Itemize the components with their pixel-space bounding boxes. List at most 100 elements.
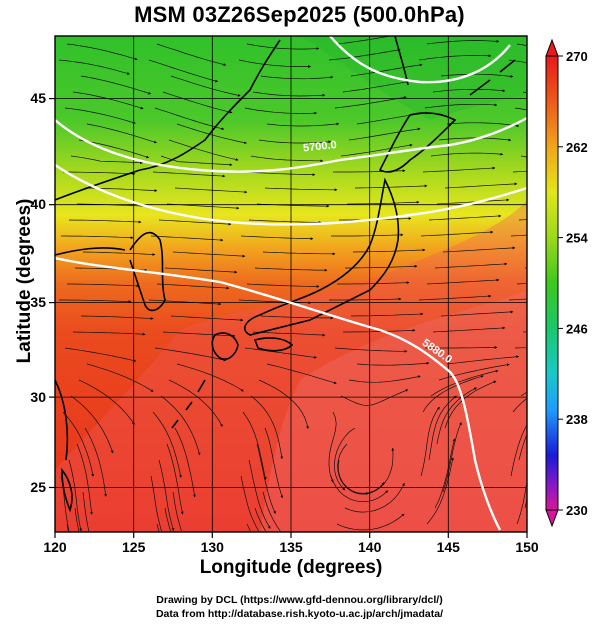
wind-streamline [344, 482, 405, 513]
wind-streamline [512, 397, 527, 413]
wind-streamline [240, 235, 314, 241]
wind-streamline [260, 315, 334, 320]
x-tick-label: 140 [358, 539, 382, 555]
wind-streamline [516, 480, 527, 525]
wind-streamline [510, 424, 527, 477]
colorbar-tick-label: 246 [566, 321, 588, 336]
wind-streamline [68, 219, 142, 224]
wind-streamline [434, 262, 508, 269]
wind-streamline [345, 264, 418, 269]
wind-streamline [82, 491, 90, 532]
wind-streamline [508, 59, 527, 64]
wind-streamline [64, 347, 137, 362]
wind-streamline [328, 411, 337, 483]
wind-streamline [154, 347, 227, 362]
credit-drawing: Drawing by DCL (https://www.gfd-dennou.o… [156, 594, 443, 606]
wind-streamline [426, 457, 454, 525]
wind-streamline [432, 326, 506, 333]
wind-streamline [438, 137, 512, 142]
x-tick-label: 150 [515, 539, 539, 555]
wind-streamline [64, 107, 136, 124]
y-tick-labels: 25 30 35 40 45 [30, 90, 46, 495]
x-tick-label: 130 [201, 539, 225, 555]
wind-streamline [446, 122, 520, 128]
wind-streamline [162, 331, 236, 338]
wind-streamline [529, 363, 599, 380]
wind-streamline [418, 54, 492, 61]
colorbar: 270 262 254 246 238 230 [545, 38, 588, 528]
wind-streamline [162, 91, 233, 114]
wind-streamline [248, 219, 322, 224]
wind-streamline [444, 380, 497, 429]
wind-streamline [250, 155, 324, 163]
wind-streamline [246, 43, 320, 51]
wind-streamline [533, 250, 599, 252]
wind-streamline [82, 251, 156, 256]
wind-streamline [168, 379, 223, 427]
wind-streamline [535, 186, 599, 188]
wind-streamline [156, 43, 227, 66]
wind-streamline [356, 361, 430, 366]
wind-streamline [526, 203, 527, 204]
colorbar-tick-label: 238 [566, 412, 588, 427]
y-axis-ticks [49, 97, 55, 489]
colorbar-tick-label: 254 [566, 231, 588, 246]
wind-streamline [434, 438, 456, 509]
wind-streamline [244, 347, 317, 359]
wind-streamline [420, 406, 440, 477]
wind-streamline [260, 75, 334, 80]
wind-streamline [262, 251, 336, 256]
wind-streamline [80, 315, 154, 320]
wind-streamline [430, 152, 504, 157]
colorbar-tick-label: 230 [566, 503, 588, 518]
wind-streamline [440, 310, 514, 317]
wind-streamline [428, 395, 457, 461]
wind-streamline [531, 314, 599, 317]
y-tick-label: 40 [30, 196, 46, 212]
wind-streamline [422, 375, 484, 413]
wind-streamline [436, 198, 510, 205]
wind-streamline [86, 363, 154, 392]
wind-streamline [74, 507, 80, 532]
wind-streamline [258, 139, 332, 144]
wind-streamline [164, 507, 172, 532]
coastlines [55, 36, 516, 513]
wind-streamline [176, 123, 247, 144]
wind-streamline [254, 507, 267, 532]
wind-streamline [426, 278, 500, 285]
wind-streamline [62, 411, 95, 477]
wind-streamline [252, 331, 326, 337]
wind-streamline [59, 299, 132, 303]
wind-streamline [164, 267, 238, 274]
wind-streamline [262, 491, 282, 532]
contour-line-5700 [55, 116, 527, 173]
y-tick-label: 35 [30, 294, 46, 310]
wind-streamline [531, 76, 599, 95]
contour-label-5700: 5700.0 [303, 139, 338, 154]
wind-streamline [266, 363, 337, 384]
colorbar-tick-label: 270 [566, 49, 588, 64]
wind-streamline [70, 395, 114, 454]
wind-streamline [256, 443, 276, 514]
wind-streamline [343, 328, 416, 333]
wind-streamline [438, 363, 510, 381]
wind-streamline [80, 75, 152, 95]
credit-data-source: Data from http://database.rish.kyoto-u.a… [155, 608, 444, 620]
x-axis-ticks [54, 532, 528, 538]
wind-streamline [340, 389, 409, 406]
wind-streamline [422, 166, 496, 173]
chart-title: MSM 03Z26Sep2025 (500.0hPa) [134, 2, 465, 27]
wind-streamline [440, 73, 514, 78]
wind-streamline [418, 294, 492, 301]
wind-streamline [340, 143, 413, 157]
wind-streamline [442, 422, 462, 493]
wind-streamline [428, 214, 502, 221]
colorbar-tick-label: 262 [566, 140, 588, 155]
y-tick-label: 30 [30, 389, 46, 405]
wind-streamline [242, 171, 316, 177]
wind-streamline [352, 447, 395, 495]
wind-streamline [166, 443, 184, 515]
height-contours [55, 36, 527, 531]
wind-streamline [242, 411, 267, 481]
